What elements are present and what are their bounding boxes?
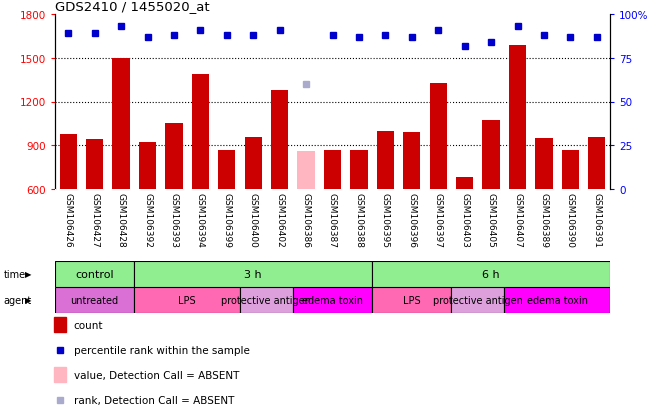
- Bar: [350, 150, 367, 190]
- Text: 6 h: 6 h: [482, 269, 500, 279]
- Text: LPS: LPS: [178, 295, 196, 305]
- Bar: [372, 287, 452, 313]
- Text: value, Detection Call = ABSENT: value, Detection Call = ABSENT: [73, 370, 239, 380]
- Text: time: time: [3, 269, 25, 279]
- Bar: [218, 150, 235, 190]
- Text: GSM106402: GSM106402: [275, 192, 284, 247]
- Text: GSM106399: GSM106399: [222, 192, 231, 247]
- Bar: [59, 134, 77, 190]
- Bar: [134, 287, 240, 313]
- Bar: [430, 83, 447, 190]
- Bar: [166, 124, 182, 190]
- Text: untreated: untreated: [71, 295, 119, 305]
- Text: GSM106405: GSM106405: [486, 192, 496, 247]
- Bar: [509, 45, 526, 190]
- Text: GSM106394: GSM106394: [196, 192, 205, 247]
- Bar: [53, 317, 65, 332]
- Bar: [192, 75, 209, 190]
- Text: agent: agent: [3, 295, 31, 305]
- Text: GSM106393: GSM106393: [170, 192, 178, 247]
- Text: GSM106386: GSM106386: [301, 192, 311, 247]
- Text: GSM106396: GSM106396: [407, 192, 416, 247]
- Text: GSM106392: GSM106392: [143, 192, 152, 247]
- Text: GSM106426: GSM106426: [63, 192, 73, 247]
- Text: protective antigen: protective antigen: [433, 295, 523, 305]
- Text: GSM106427: GSM106427: [90, 192, 99, 247]
- Text: ▶: ▶: [25, 270, 32, 279]
- Text: GSM106395: GSM106395: [381, 192, 390, 247]
- Text: percentile rank within the sample: percentile rank within the sample: [73, 345, 250, 355]
- Text: GSM106403: GSM106403: [460, 192, 469, 247]
- Text: count: count: [73, 320, 103, 330]
- Text: LPS: LPS: [403, 295, 421, 305]
- Bar: [297, 152, 315, 190]
- Bar: [271, 90, 288, 190]
- Bar: [535, 139, 552, 190]
- Text: 3 h: 3 h: [244, 269, 262, 279]
- Bar: [244, 137, 262, 190]
- Bar: [53, 367, 65, 382]
- Bar: [55, 261, 134, 287]
- Text: GSM106389: GSM106389: [540, 192, 548, 247]
- Text: GSM106397: GSM106397: [434, 192, 443, 247]
- Bar: [377, 131, 394, 190]
- Bar: [293, 287, 372, 313]
- Bar: [86, 140, 104, 190]
- Bar: [504, 287, 610, 313]
- Text: GSM106428: GSM106428: [117, 192, 126, 247]
- Bar: [589, 137, 605, 190]
- Bar: [562, 150, 579, 190]
- Bar: [139, 143, 156, 190]
- Text: GSM106400: GSM106400: [248, 192, 258, 247]
- Text: edema toxin: edema toxin: [526, 295, 588, 305]
- Text: GSM106387: GSM106387: [328, 192, 337, 247]
- Text: GDS2410 / 1455020_at: GDS2410 / 1455020_at: [55, 0, 210, 13]
- Bar: [55, 287, 134, 313]
- Text: rank, Detection Call = ABSENT: rank, Detection Call = ABSENT: [73, 395, 234, 405]
- Bar: [456, 178, 473, 190]
- Text: GSM106390: GSM106390: [566, 192, 575, 247]
- Bar: [324, 150, 341, 190]
- Text: edema toxin: edema toxin: [302, 295, 363, 305]
- Bar: [482, 121, 500, 190]
- Bar: [452, 287, 504, 313]
- Bar: [134, 261, 372, 287]
- Bar: [372, 261, 610, 287]
- Text: GSM106391: GSM106391: [593, 192, 601, 247]
- Text: GSM106388: GSM106388: [355, 192, 363, 247]
- Text: protective antigen: protective antigen: [222, 295, 311, 305]
- Text: control: control: [75, 269, 114, 279]
- Text: GSM106407: GSM106407: [513, 192, 522, 247]
- Bar: [403, 133, 420, 190]
- Bar: [240, 287, 293, 313]
- Text: ▶: ▶: [25, 296, 32, 305]
- Bar: [112, 59, 130, 190]
